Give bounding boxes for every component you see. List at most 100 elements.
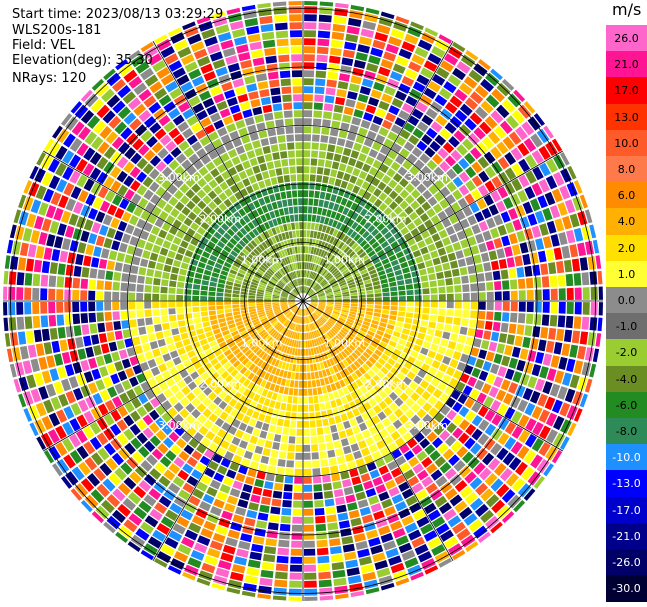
range-gate bbox=[107, 204, 118, 216]
range-gate bbox=[542, 207, 553, 221]
range-gate bbox=[234, 279, 243, 285]
range-gate bbox=[268, 327, 275, 334]
range-gate bbox=[250, 354, 258, 363]
range-gate bbox=[315, 346, 320, 354]
range-gate bbox=[421, 165, 432, 177]
range-gate bbox=[225, 177, 235, 187]
range-gate bbox=[83, 147, 96, 161]
range-gate bbox=[176, 74, 190, 86]
range-gate bbox=[334, 293, 342, 296]
range-gate bbox=[161, 370, 172, 380]
range-gate bbox=[242, 525, 254, 535]
range-gate bbox=[522, 201, 534, 215]
range-gate bbox=[496, 447, 509, 461]
range-gate bbox=[242, 215, 251, 224]
range-gate bbox=[315, 338, 320, 346]
range-gate bbox=[240, 188, 249, 197]
range-gate bbox=[307, 380, 312, 388]
range-gate bbox=[203, 326, 212, 333]
range-gate bbox=[554, 370, 565, 384]
range-gate bbox=[460, 54, 476, 68]
range-gate bbox=[276, 127, 285, 135]
range-gate bbox=[491, 413, 503, 426]
range-gate bbox=[217, 240, 226, 249]
range-gate bbox=[204, 143, 215, 154]
range-gate bbox=[269, 514, 280, 523]
range-gate bbox=[204, 36, 218, 47]
colorbar-segment bbox=[606, 260, 647, 288]
range-gate bbox=[3, 270, 9, 285]
range-gate bbox=[358, 152, 368, 162]
range-gate bbox=[147, 233, 157, 244]
range-gate bbox=[203, 206, 213, 215]
range-gate bbox=[480, 488, 494, 502]
range-gate bbox=[250, 281, 259, 286]
range-gate bbox=[130, 410, 141, 422]
range-gate bbox=[470, 292, 478, 301]
range-gate bbox=[399, 177, 409, 188]
range-gate bbox=[308, 198, 314, 206]
range-gate bbox=[438, 294, 446, 301]
range-gate bbox=[473, 63, 488, 77]
range-gate bbox=[338, 430, 347, 439]
range-gate bbox=[258, 266, 266, 273]
range-gate bbox=[363, 258, 372, 265]
range-gate bbox=[299, 286, 302, 294]
range-gate bbox=[289, 330, 293, 338]
range-gate bbox=[209, 381, 218, 391]
range-gate bbox=[263, 230, 271, 239]
colorbar-tick-label: 6.0 bbox=[617, 189, 636, 203]
range-gate bbox=[425, 482, 438, 495]
range-gate bbox=[197, 352, 206, 360]
range-gate bbox=[264, 415, 272, 424]
range-gate bbox=[304, 316, 307, 324]
range-gate bbox=[89, 152, 102, 166]
range-gate bbox=[265, 120, 275, 129]
range-gate bbox=[378, 465, 389, 475]
range-gate bbox=[278, 143, 287, 151]
range-gate bbox=[116, 156, 129, 169]
range-gate bbox=[318, 579, 332, 588]
range-gate bbox=[531, 406, 543, 420]
range-gate bbox=[308, 348, 312, 356]
range-gate bbox=[329, 358, 335, 366]
range-gate bbox=[286, 346, 291, 354]
range-gate bbox=[65, 116, 79, 131]
range-gate bbox=[125, 367, 135, 378]
range-gate bbox=[433, 424, 445, 436]
range-gate bbox=[299, 278, 302, 286]
range-gate bbox=[359, 343, 367, 351]
range-gate bbox=[385, 479, 397, 490]
range-gate bbox=[427, 80, 441, 93]
azimuth-spoke bbox=[152, 300, 304, 562]
range-gate bbox=[153, 108, 166, 121]
range-gate bbox=[344, 273, 352, 280]
range-gate bbox=[307, 214, 312, 222]
range-gate bbox=[368, 55, 381, 65]
range-gate bbox=[197, 242, 206, 250]
range-gate bbox=[345, 165, 354, 174]
range-gate bbox=[293, 110, 303, 118]
range-gate bbox=[316, 427, 324, 436]
range-gate bbox=[151, 206, 162, 217]
range-gate bbox=[340, 313, 348, 318]
range-gate bbox=[138, 500, 152, 513]
range-gate bbox=[452, 163, 464, 175]
range-gate bbox=[238, 152, 248, 162]
range-gate bbox=[358, 465, 368, 475]
range-gate bbox=[243, 450, 253, 460]
range-gate bbox=[410, 228, 420, 237]
range-gate bbox=[390, 467, 402, 478]
range-gate bbox=[256, 256, 264, 264]
range-gate bbox=[200, 301, 208, 306]
range-gate bbox=[260, 569, 274, 579]
range-gate bbox=[335, 372, 343, 381]
range-gate bbox=[273, 160, 282, 168]
range-gate bbox=[112, 396, 123, 408]
range-gate bbox=[417, 550, 433, 563]
range-gate bbox=[451, 325, 460, 334]
range-gate bbox=[350, 363, 358, 372]
range-gate bbox=[259, 315, 267, 320]
range-gate bbox=[305, 340, 308, 348]
range-gate bbox=[247, 559, 261, 569]
